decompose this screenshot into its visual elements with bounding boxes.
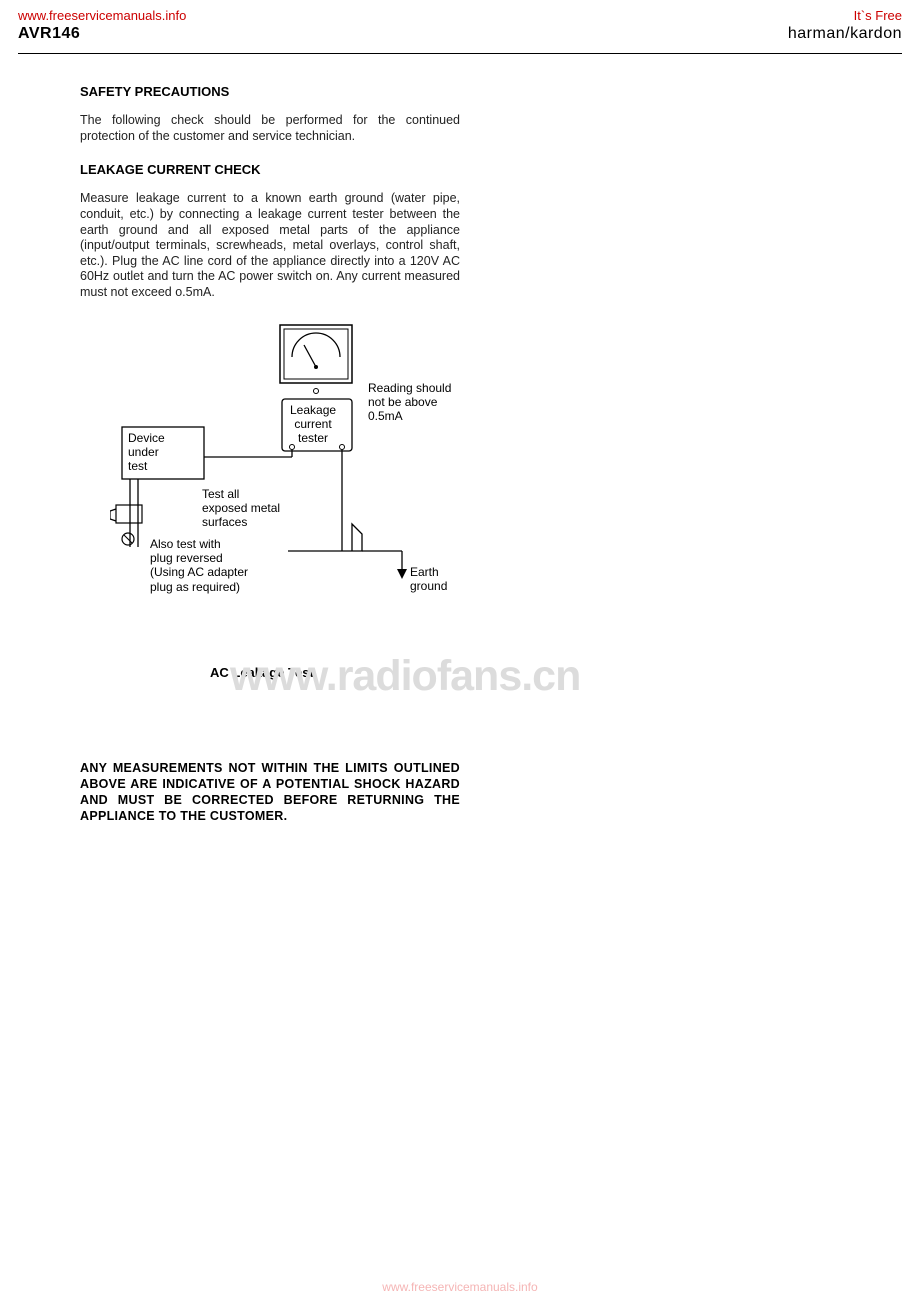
test-all-label: Test all exposed metal surfaces	[202, 487, 280, 530]
footer-url: www.freeservicemanuals.info	[0, 1280, 920, 1294]
tester-label: Leakage current tester	[290, 403, 336, 446]
leakage-para: Measure leakage current to a known earth…	[80, 191, 460, 300]
warning-text: ANY MEASUREMENTS NOT WITHIN THE LIMITS O…	[80, 760, 460, 825]
earth-label: Earth ground	[410, 565, 447, 594]
plug-label: Also test with plug reversed (Using AC a…	[150, 537, 248, 595]
header-row-1: www.freeservicemanuals.info It`s Free	[18, 8, 902, 23]
safety-title: SAFETY PRECAUTIONS	[80, 84, 460, 99]
device-label: Device under test	[128, 431, 165, 474]
reading-label: Reading should not be above 0.5mA	[368, 381, 451, 424]
brand-name: harman/kardon	[788, 25, 902, 43]
diagram-caption: AC Leakage Test	[210, 665, 460, 680]
header-free: It`s Free	[854, 8, 902, 23]
leakage-diagram: Reading should not be above 0.5mA Leakag…	[110, 319, 490, 659]
leakage-title: LEAKAGE CURRENT CHECK	[80, 162, 460, 177]
header-url: www.freeservicemanuals.info	[18, 8, 186, 23]
main-content: SAFETY PRECAUTIONS The following check s…	[0, 54, 460, 825]
safety-para: The following check should be performed …	[80, 113, 460, 144]
page-header: www.freeservicemanuals.info It`s Free AV…	[0, 0, 920, 49]
model-number: AVR146	[18, 25, 80, 43]
header-row-2: AVR146 harman/kardon	[18, 25, 902, 43]
